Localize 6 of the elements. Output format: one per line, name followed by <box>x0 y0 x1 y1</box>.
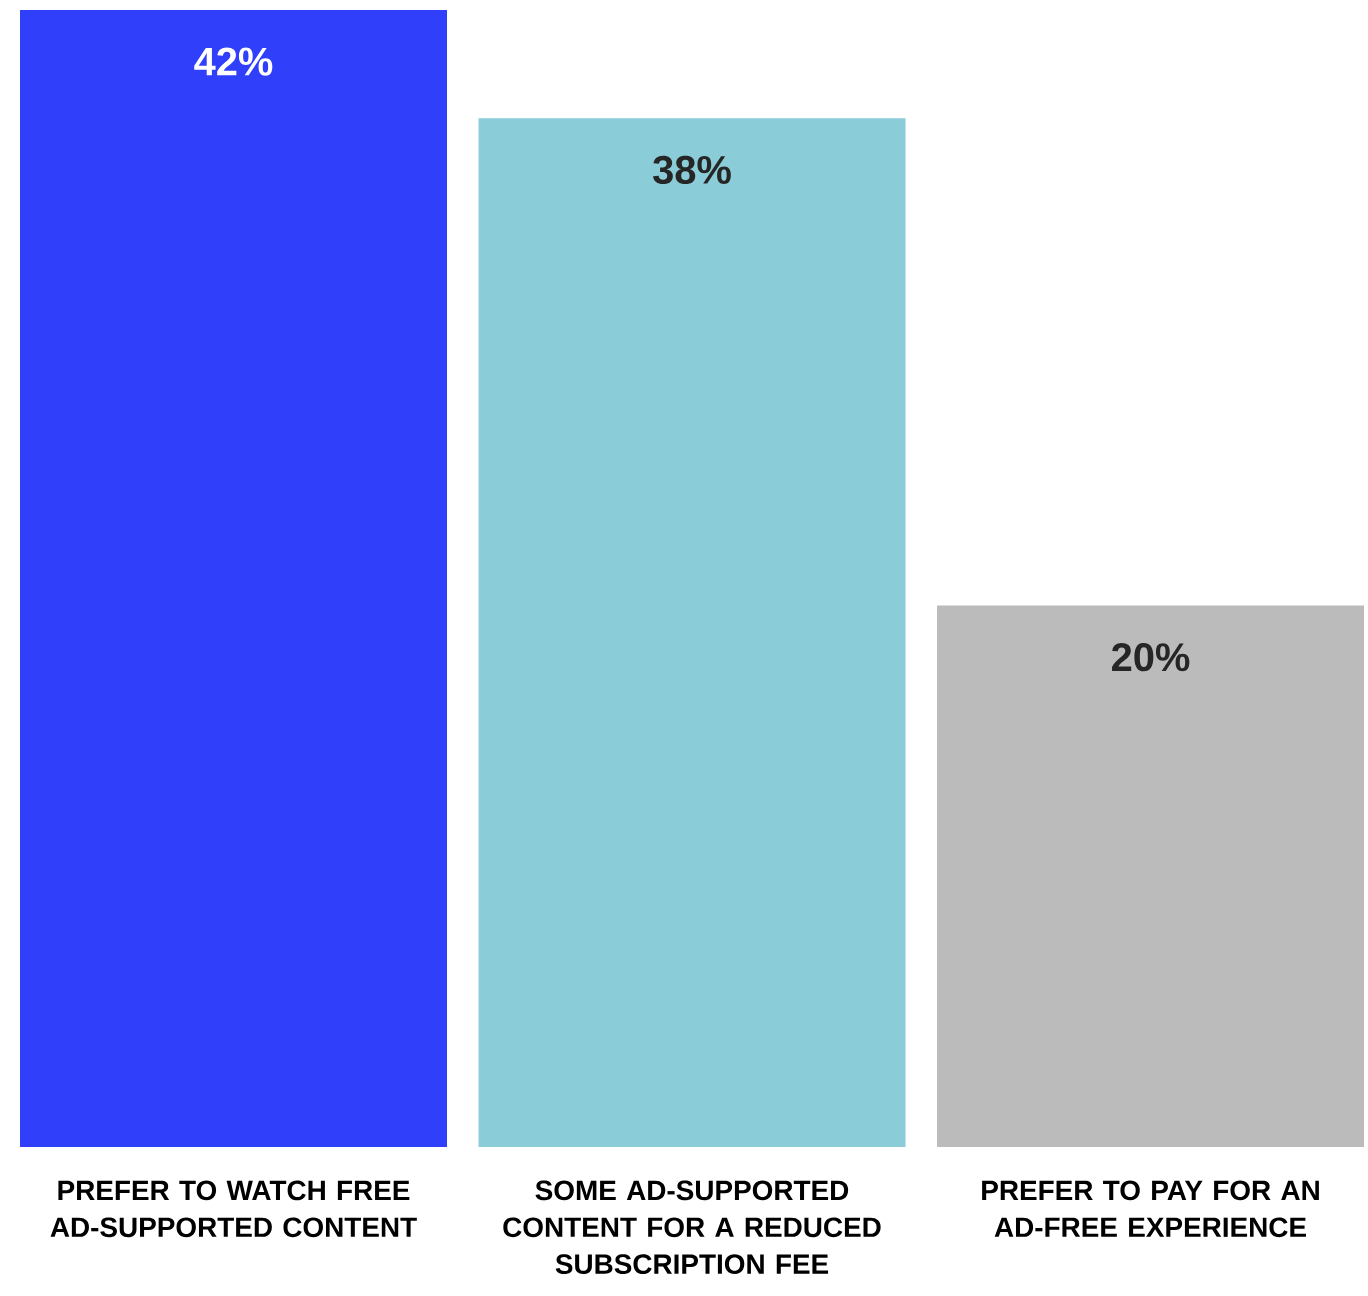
data-label: 20% <box>1112 643 1190 672</box>
x-tick-label: PREFER TO PAY FOR AN AD-FREE EXPERIENCE <box>982 1180 1319 1238</box>
data-label: 38% <box>653 155 731 185</box>
x-tick-label: SOME AD-SUPPORTED CONTENT FOR A REDUCED SUBSCRIPTION FEE <box>503 1180 881 1274</box>
data-label: 42% <box>194 47 273 76</box>
x-tick-label: PREFER TO WATCH FREE AD-SUPPORTED CONTENT <box>50 1180 417 1238</box>
